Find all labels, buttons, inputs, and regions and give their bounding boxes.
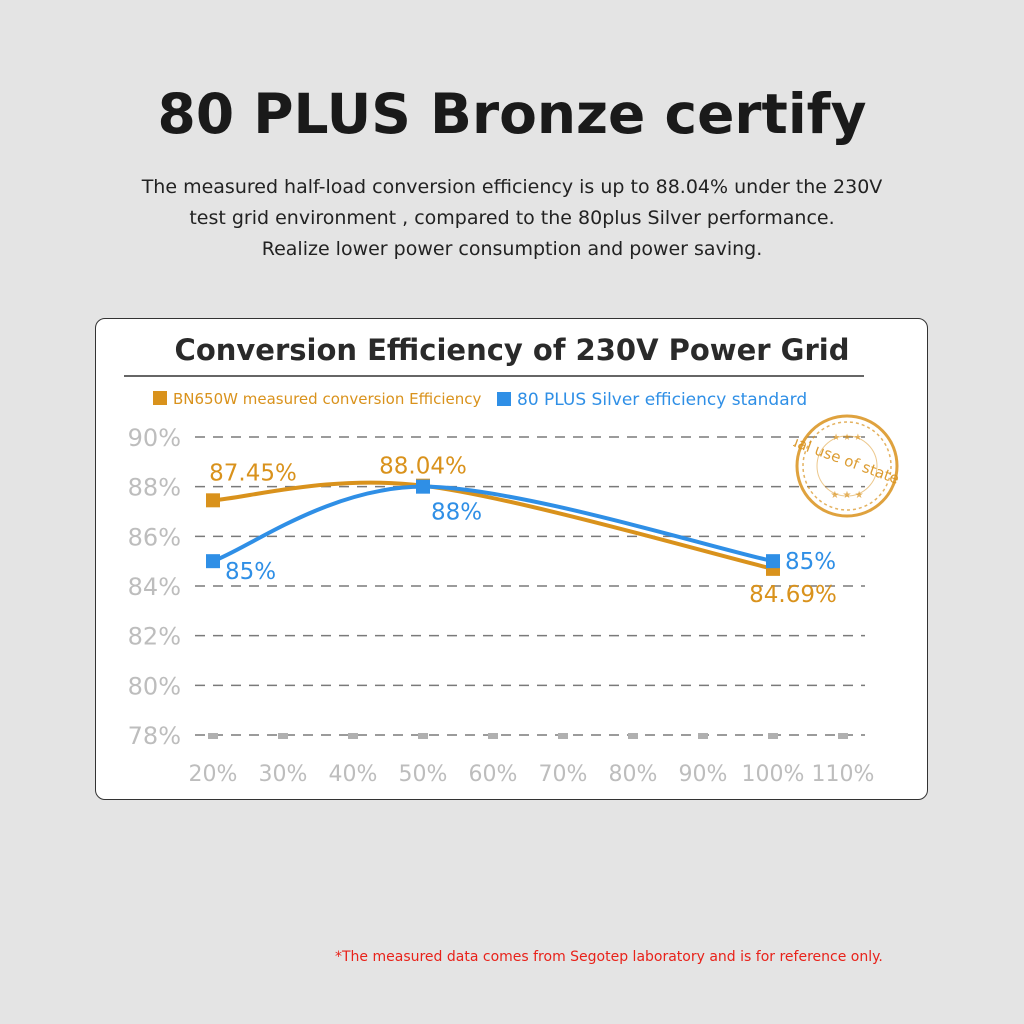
chart-title: Conversion Efficiency of 230V Power Grid xyxy=(174,333,850,367)
legend-label-silver: 80 PLUS Silver efficiency standard xyxy=(517,390,808,410)
title-divider xyxy=(124,375,864,377)
actual-use-stamp: Actual use of state grid ★ ★ ★ ★ ★ ★ xyxy=(793,414,901,518)
intro-line-3: Realize lower power consumption and powe… xyxy=(261,238,763,260)
legend-swatch-silver xyxy=(497,392,511,406)
legend-swatch-bronze xyxy=(153,391,167,405)
legend-item-bn650w: BN650W measured conversion Efficiency xyxy=(153,390,481,408)
footnote: *The measured data comes from Segotep la… xyxy=(335,949,883,965)
legend-item-silver: 80 PLUS Silver efficiency standard xyxy=(497,390,807,410)
intro-text: The measured half-load conversion effici… xyxy=(0,172,1024,265)
page-title: 80 PLUS Bronze certify xyxy=(157,82,867,146)
intro-line-1: The measured half-load conversion effici… xyxy=(141,176,883,198)
svg-text:★ ★ ★: ★ ★ ★ xyxy=(832,433,862,443)
intro-line-2: test grid environment , compared to the … xyxy=(189,207,835,229)
svg-text:★ ★ ★: ★ ★ ★ xyxy=(830,490,863,501)
legend-label-bn650w: BN650W measured conversion Efficiency xyxy=(173,390,482,408)
